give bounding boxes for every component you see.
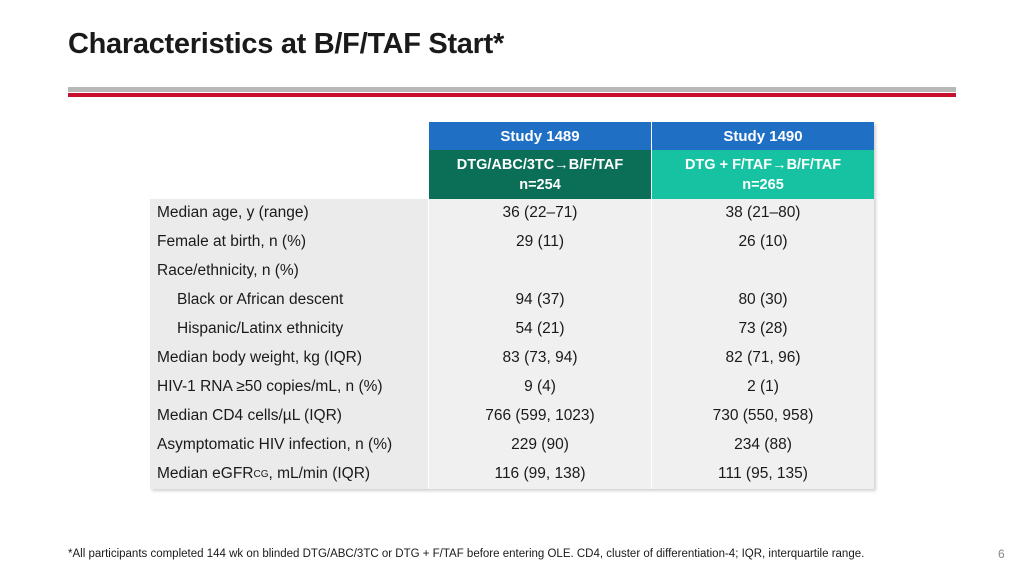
row-label: Median CD4 cells/µL (IQR) [150, 402, 428, 431]
table-row: Hispanic/Latinx ethnicity 54 (21) 73 (28… [150, 315, 874, 344]
row-label: Race/ethnicity, n (%) [150, 257, 428, 286]
n-1489-label: n=254 [519, 176, 561, 193]
page-number: 6 [998, 547, 1005, 561]
value-1489: 54 (21) [429, 315, 651, 344]
value-1490: 82 (71, 96) [652, 344, 874, 373]
row-label-subscript: CG [253, 468, 269, 480]
table-row: Median CD4 cells/µL (IQR) 766 (599, 1023… [150, 402, 874, 431]
n-1490-label: n=265 [742, 176, 784, 193]
row-label: Black or African descent [150, 286, 428, 315]
row-label: Median body weight, kg (IQR) [150, 344, 428, 373]
value-1489: 83 (73, 94) [429, 344, 651, 373]
value-1489: 94 (37) [429, 286, 651, 315]
header-empty-cell [150, 122, 428, 150]
header-study-1490: Study 1490 [652, 122, 874, 150]
table-row: HIV-1 RNA ≥50 copies/mL, n (%) 9 (4) 2 (… [150, 373, 874, 402]
value-1489: 29 (11) [429, 228, 651, 257]
table-header-regimen-row: DTG/ABC/3TC→B/F/TAF n=254 DTG + F/TAF→B/… [150, 150, 874, 199]
regimen-1490-label: DTG + F/TAF→B/F/TAF [684, 156, 842, 173]
header-regimen-1490: DTG + F/TAF→B/F/TAF n=265 [652, 150, 874, 199]
value-1489: 766 (599, 1023) [429, 402, 651, 431]
row-label: Asymptomatic HIV infection, n (%) [150, 431, 428, 460]
value-1489: 229 (90) [429, 431, 651, 460]
row-label: Median eGFR CG, mL/min (IQR) [150, 460, 428, 489]
table-header-study-row: Study 1489 Study 1490 [150, 122, 874, 150]
value-1489 [429, 257, 651, 286]
value-1490: 111 (95, 135) [652, 460, 874, 489]
row-label-tail: , mL/min (IQR) [268, 465, 371, 483]
value-1489: 116 (99, 138) [429, 460, 651, 489]
value-1490 [652, 257, 874, 286]
table-row: Asymptomatic HIV infection, n (%) 229 (9… [150, 431, 874, 460]
row-label-main: Median eGFR [157, 465, 254, 483]
value-1490: 26 (10) [652, 228, 874, 257]
header-regimen-1489: DTG/ABC/3TC→B/F/TAF n=254 [429, 150, 651, 199]
row-label: Female at birth, n (%) [150, 228, 428, 257]
title-divider-red [68, 93, 956, 97]
footnote: *All participants completed 144 wk on bl… [68, 548, 865, 560]
row-label: Median age, y (range) [150, 199, 428, 228]
title-divider-grey [68, 87, 956, 92]
header-study-1489: Study 1489 [429, 122, 651, 150]
value-1489: 9 (4) [429, 373, 651, 402]
row-label: HIV-1 RNA ≥50 copies/mL, n (%) [150, 373, 428, 402]
regimen-1489-label: DTG/ABC/3TC→B/F/TAF [456, 156, 624, 173]
table-row: Female at birth, n (%) 29 (11) 26 (10) [150, 228, 874, 257]
table-row: Black or African descent 94 (37) 80 (30) [150, 286, 874, 315]
value-1490: 73 (28) [652, 315, 874, 344]
value-1489: 36 (22–71) [429, 199, 651, 228]
characteristics-table: Study 1489 Study 1490 DTG/ABC/3TC→B/F/TA… [150, 122, 874, 489]
value-1490: 730 (550, 958) [652, 402, 874, 431]
row-label: Hispanic/Latinx ethnicity [150, 315, 428, 344]
table-row: Median eGFR CG, mL/min (IQR) 116 (99, 138… [150, 460, 874, 489]
table-row: Race/ethnicity, n (%) [150, 257, 874, 286]
value-1490: 80 (30) [652, 286, 874, 315]
table-row: Median age, y (range) 36 (22–71) 38 (21–… [150, 199, 874, 228]
value-1490: 234 (88) [652, 431, 874, 460]
value-1490: 38 (21–80) [652, 199, 874, 228]
table-row: Median body weight, kg (IQR) 83 (73, 94)… [150, 344, 874, 373]
header-empty-cell [150, 150, 428, 199]
value-1490: 2 (1) [652, 373, 874, 402]
page-title: Characteristics at B/F/TAF Start* [68, 28, 504, 60]
